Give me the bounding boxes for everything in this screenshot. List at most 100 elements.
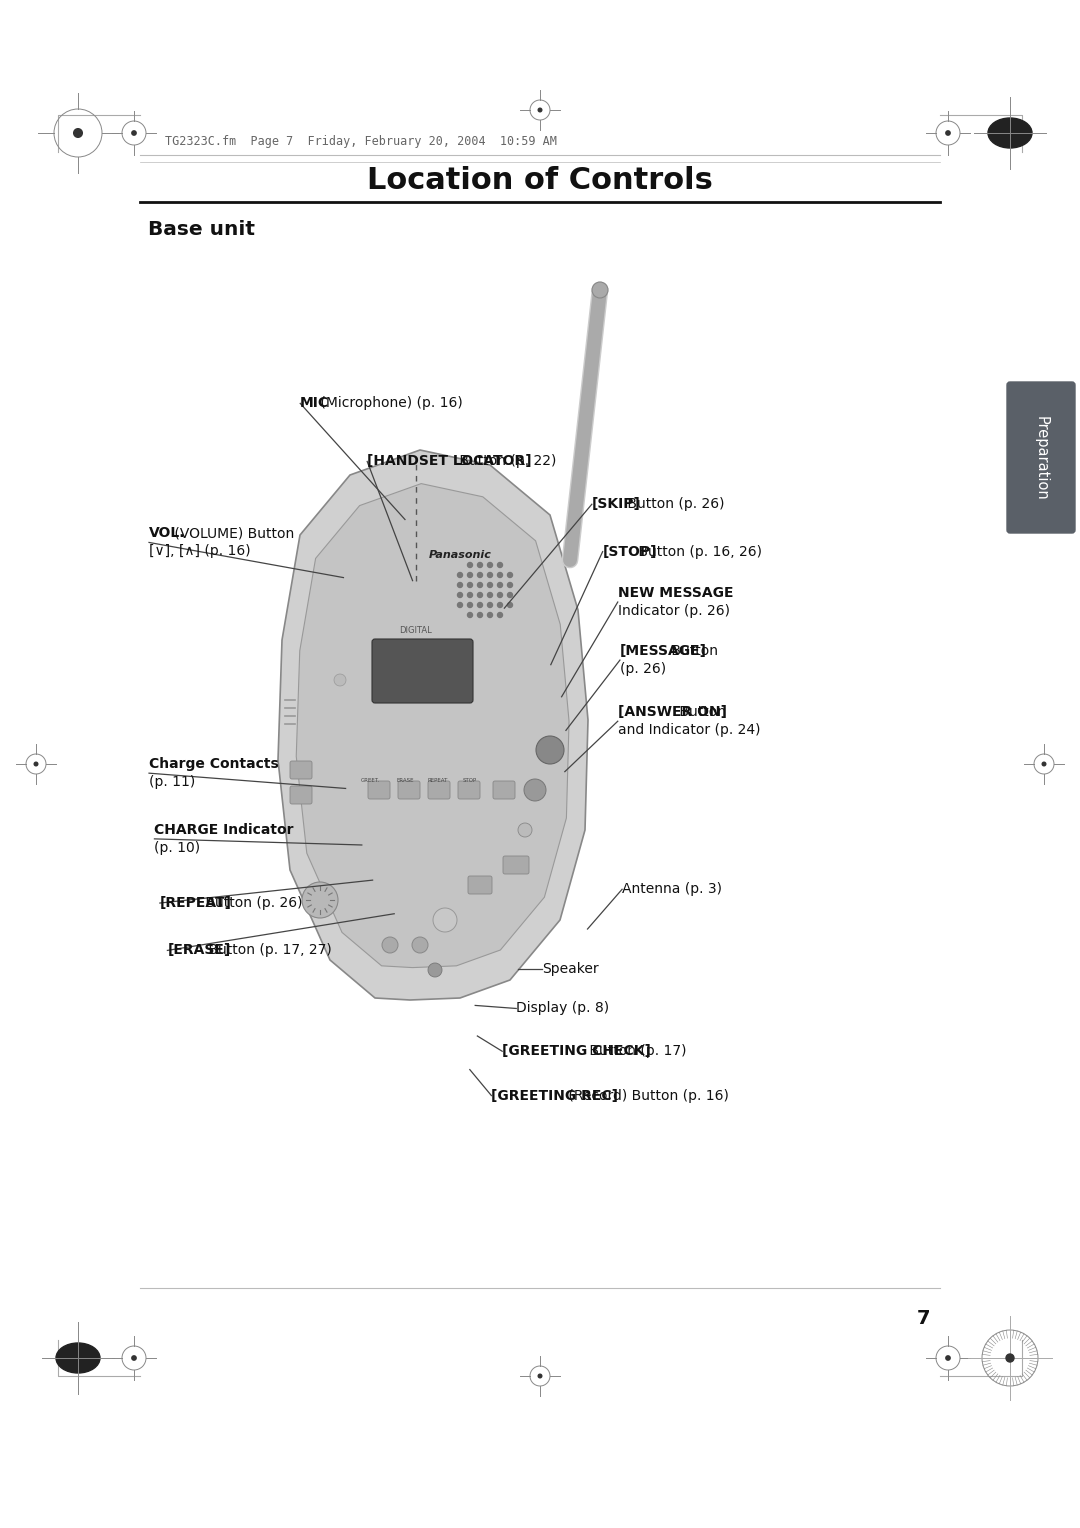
Text: (Microphone) (p. 16): (Microphone) (p. 16) [315,396,462,411]
Text: Button (p. 26): Button (p. 26) [623,497,725,512]
Circle shape [498,602,502,608]
Circle shape [428,963,442,976]
Circle shape [468,593,473,597]
Circle shape [946,131,950,134]
Text: [∨], [∧] (p. 16): [∨], [∧] (p. 16) [149,544,251,558]
FancyBboxPatch shape [291,785,312,804]
Text: CHARGE Indicator: CHARGE Indicator [154,824,294,837]
Text: GREET.: GREET. [361,778,379,782]
Circle shape [508,593,513,597]
Circle shape [458,573,462,578]
Text: Location of Controls: Location of Controls [367,167,713,196]
Text: Button (p. 26): Button (p. 26) [201,895,302,911]
Circle shape [524,779,546,801]
FancyBboxPatch shape [399,781,420,799]
Text: Base unit: Base unit [148,220,255,238]
FancyBboxPatch shape [428,781,450,799]
Text: [GREETING CHECK]: [GREETING CHECK] [502,1044,651,1059]
Circle shape [477,593,483,597]
Circle shape [1005,1354,1014,1361]
Circle shape [498,573,502,578]
Circle shape [132,131,136,134]
Text: NEW MESSAGE: NEW MESSAGE [618,587,733,601]
Circle shape [468,613,473,617]
Circle shape [487,562,492,567]
Circle shape [302,882,338,918]
Text: Button (p. 22): Button (p. 22) [456,454,556,469]
Circle shape [477,613,483,617]
FancyBboxPatch shape [468,876,492,894]
Text: (VOLUME) Button: (VOLUME) Button [170,527,294,541]
Polygon shape [278,451,588,999]
Circle shape [498,613,502,617]
Circle shape [536,736,564,764]
FancyBboxPatch shape [503,856,529,874]
Circle shape [468,562,473,567]
Circle shape [487,582,492,587]
Ellipse shape [988,118,1032,148]
Text: [STOP]: [STOP] [603,544,657,559]
Circle shape [382,937,399,953]
Circle shape [468,573,473,578]
Circle shape [468,582,473,587]
Text: DIGITAL: DIGITAL [399,625,431,634]
Circle shape [477,602,483,608]
Text: [HANDSET LOCATOR]: [HANDSET LOCATOR] [367,454,531,469]
Text: MIC: MIC [300,396,329,411]
Circle shape [477,573,483,578]
Text: Indicator (p. 26): Indicator (p. 26) [618,604,730,617]
FancyBboxPatch shape [458,781,480,799]
Circle shape [1042,762,1045,766]
Circle shape [468,602,473,608]
Circle shape [508,602,513,608]
Text: (p. 26): (p. 26) [620,662,666,675]
Circle shape [518,824,532,837]
Circle shape [477,562,483,567]
FancyBboxPatch shape [492,781,515,799]
Text: Preparation: Preparation [1034,416,1049,500]
Circle shape [35,762,38,766]
Circle shape [508,573,513,578]
Text: [SKIP]: [SKIP] [592,497,640,512]
FancyBboxPatch shape [368,781,390,799]
Text: ERASE: ERASE [396,778,414,782]
FancyBboxPatch shape [372,639,473,703]
Circle shape [433,908,457,932]
Circle shape [946,1355,950,1360]
Text: and Indicator (p. 24): and Indicator (p. 24) [618,723,760,736]
Circle shape [132,1355,136,1360]
Circle shape [538,1374,542,1378]
Text: [ANSWER ON]: [ANSWER ON] [618,706,727,720]
Circle shape [592,283,608,298]
Text: Charge Contacts: Charge Contacts [149,758,279,772]
FancyBboxPatch shape [1007,382,1075,533]
Text: Button: Button [666,645,717,659]
Text: [GREETING REC]: [GREETING REC] [491,1088,619,1103]
FancyBboxPatch shape [291,761,312,779]
Text: 7: 7 [917,1308,930,1328]
Text: Speaker: Speaker [542,961,598,976]
Circle shape [487,602,492,608]
Text: STOP: STOP [463,778,477,782]
Polygon shape [296,483,569,967]
Circle shape [411,937,428,953]
Text: Button: Button [675,706,726,720]
Text: (p. 10): (p. 10) [154,840,201,854]
Text: Button (p. 17, 27): Button (p. 17, 27) [204,943,332,958]
Circle shape [487,593,492,597]
Text: Panasonic: Panasonic [429,550,491,559]
Text: [REPEAT]: [REPEAT] [160,895,232,911]
Circle shape [334,674,346,686]
Text: VOL.: VOL. [149,527,186,541]
Text: Button (p. 17): Button (p. 17) [585,1044,687,1059]
Text: [MESSAGE]: [MESSAGE] [620,645,707,659]
Circle shape [458,593,462,597]
Circle shape [487,573,492,578]
Circle shape [508,582,513,587]
Circle shape [498,593,502,597]
Circle shape [498,582,502,587]
Text: (Record) Button (p. 16): (Record) Button (p. 16) [564,1088,729,1103]
Text: (p. 11): (p. 11) [149,775,195,788]
Circle shape [458,602,462,608]
Text: TG2323C.fm  Page 7  Friday, February 20, 2004  10:59 AM: TG2323C.fm Page 7 Friday, February 20, 2… [165,134,557,148]
